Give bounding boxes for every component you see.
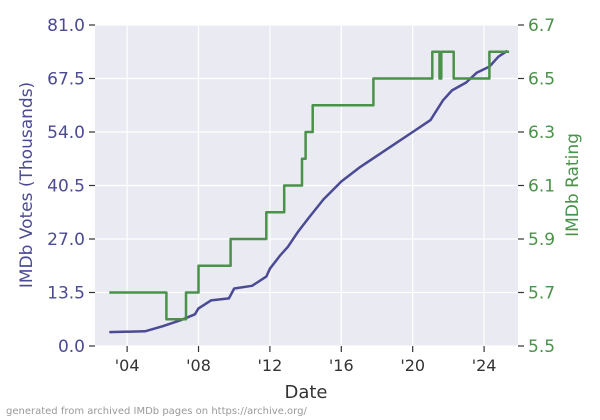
axes: '04 '08 '12 '16 '20 '24 0.0 13.5 27.0 40.5 54.0 67.… bbox=[47, 16, 555, 375]
left-tick-label: 67.5 bbox=[47, 70, 85, 90]
right-tick-label: 6.5 bbox=[528, 70, 555, 90]
x-tick-label: '08 bbox=[186, 356, 211, 375]
x-axis-label: Date bbox=[284, 382, 327, 403]
rating-series-line bbox=[109, 50, 510, 321]
left-tick-label: 27.0 bbox=[47, 230, 85, 250]
right-tick-label: 6.3 bbox=[528, 123, 555, 143]
left-tick-label: 81.0 bbox=[47, 16, 85, 36]
x-tick-label: '20 bbox=[400, 356, 425, 375]
right-tick-label: 5.5 bbox=[528, 337, 555, 357]
left-tick-label: 0.0 bbox=[58, 337, 85, 357]
left-tick-label: 54.0 bbox=[47, 123, 85, 143]
x-tick-label: '16 bbox=[329, 356, 354, 375]
right-tick-label: 6.7 bbox=[528, 16, 555, 36]
series-layer bbox=[109, 49, 510, 334]
x-tick-label: '04 bbox=[115, 356, 140, 375]
right-tick-label: 6.1 bbox=[528, 177, 555, 197]
votes-series-line bbox=[109, 49, 508, 334]
x-tick-label: '24 bbox=[472, 356, 497, 375]
left-tick-label: 13.5 bbox=[47, 284, 85, 304]
left-axis-label: IMDb Votes (Thousands) bbox=[17, 82, 37, 288]
right-tick-label: 5.9 bbox=[528, 230, 555, 250]
footer-source-note: generated from archived IMDb pages on ht… bbox=[6, 406, 307, 417]
right-axis-label: IMDb Rating bbox=[563, 133, 583, 237]
x-tick-label: '12 bbox=[258, 356, 283, 375]
left-tick-label: 40.5 bbox=[47, 177, 85, 197]
right-tick-label: 5.7 bbox=[528, 284, 555, 304]
